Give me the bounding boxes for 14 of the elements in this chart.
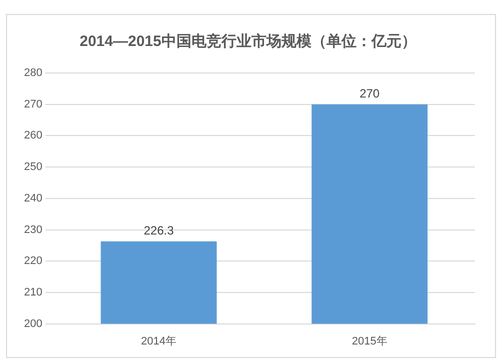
y-tick-label: 240 [24,192,42,204]
y-tick-label: 220 [24,255,42,268]
y-tick-label: 260 [24,130,42,142]
data-label: 270 [360,86,380,101]
y-tick-label: 250 [24,161,42,174]
data-label: 226.3 [144,224,174,238]
y-tick-label: 230 [24,224,42,236]
y-tick-label: 270 [24,98,42,110]
x-tick-label: 2015年 [352,335,388,348]
x-tick-label: 2014年 [141,335,177,348]
y-tick-label: 210 [24,286,42,298]
chart-title: 2014—2015中国电竞行业市场规模（单位：亿元） [80,32,416,50]
y-tick-label: 200 [24,318,42,330]
y-tick-label: 280 [24,67,42,80]
